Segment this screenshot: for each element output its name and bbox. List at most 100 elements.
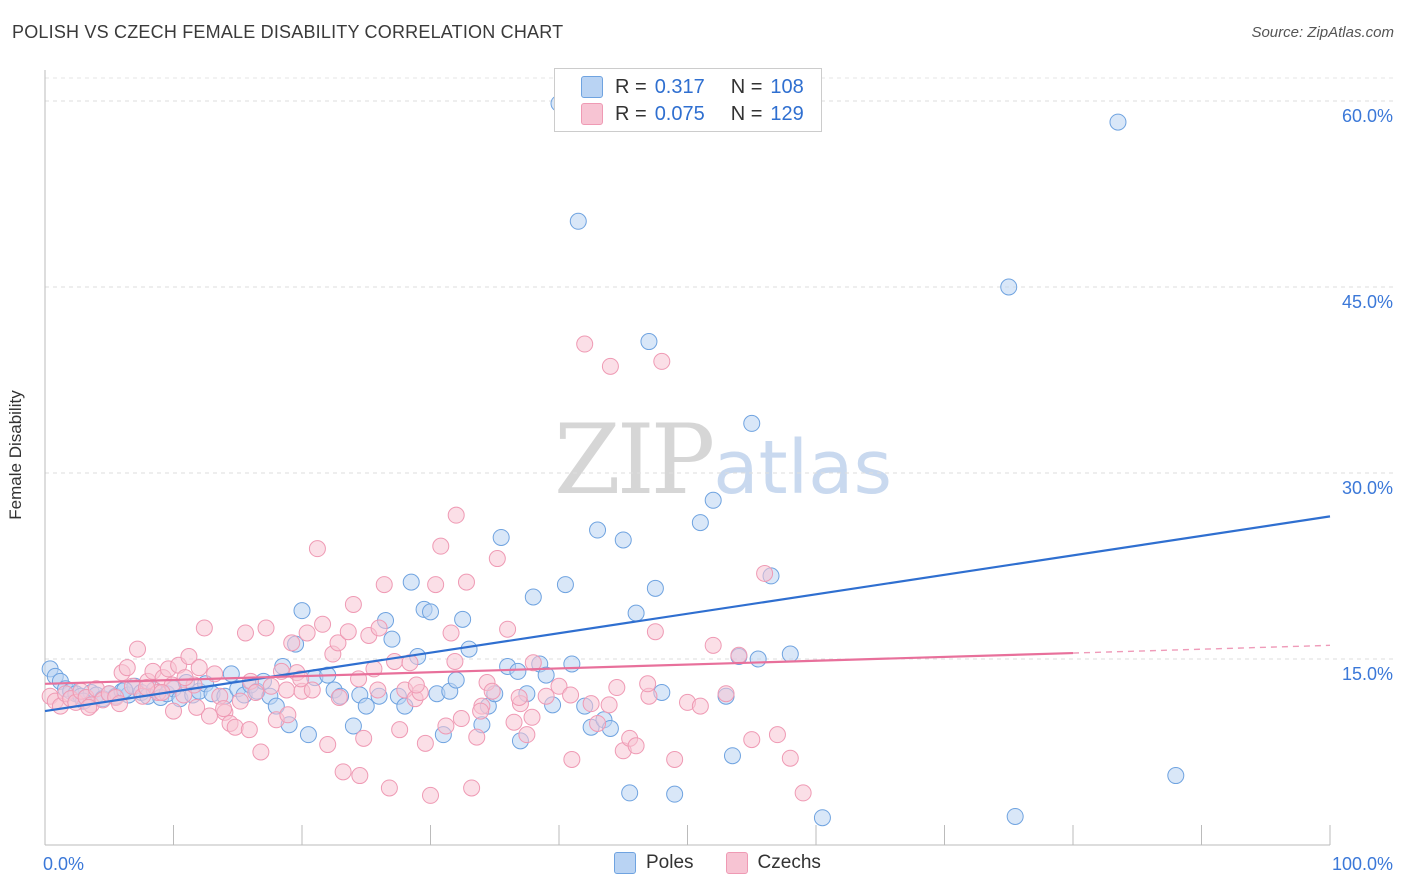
czechs-point <box>344 595 362 613</box>
czechs-point <box>437 717 455 735</box>
czechs-point <box>330 688 348 706</box>
czechs-point <box>794 784 812 802</box>
source-label: Source: ZipAtlas.com <box>1251 24 1394 41</box>
czechs-point <box>427 576 445 594</box>
poles-point <box>1109 113 1127 131</box>
czechs-point <box>165 702 182 720</box>
czechs-point <box>386 652 404 670</box>
czechs-point <box>215 700 233 718</box>
czechs-point <box>314 615 332 633</box>
czechs-point <box>639 675 657 693</box>
poles-point <box>621 784 639 802</box>
czechs-point <box>422 786 439 804</box>
czechs-point <box>666 750 684 768</box>
czechs-point <box>257 619 275 637</box>
czechs-point <box>407 676 425 694</box>
poles-point <box>691 514 709 532</box>
poles-point <box>743 414 761 432</box>
czechs-point <box>523 708 541 726</box>
czechs-point <box>730 646 748 664</box>
czechs-point <box>334 763 352 781</box>
x-tick-label: 0.0% <box>43 854 84 874</box>
czechs-point <box>188 698 206 716</box>
poles-point <box>537 666 555 684</box>
legend-n-value: 108 <box>770 75 804 98</box>
czechs-point <box>472 702 490 720</box>
czechs-point <box>446 652 464 670</box>
czechs-point <box>452 710 470 728</box>
legend-row-czechs: R = 0.075 N = 129 <box>581 101 804 127</box>
legend-r-label: R = <box>615 102 647 125</box>
czechs-point <box>247 683 265 701</box>
czechs-point <box>576 335 594 353</box>
czechs-point <box>262 677 280 695</box>
poles-point <box>383 630 401 648</box>
czechs-point <box>355 729 373 747</box>
czechs-point <box>176 669 194 687</box>
poles-point <box>1167 767 1185 785</box>
czechs-point <box>582 695 600 713</box>
poles-point <box>447 671 465 689</box>
czechs-point <box>510 688 528 706</box>
czechs-point <box>589 714 607 732</box>
czechs-trend-extension <box>1072 644 1331 654</box>
czechs-point <box>319 736 337 754</box>
czechs-point <box>278 681 296 699</box>
poles-point <box>563 655 581 673</box>
czechs-point <box>743 731 761 749</box>
legend-r-value: 0.075 <box>654 102 705 125</box>
czechs-point <box>129 640 147 658</box>
czechs-point <box>562 686 580 704</box>
czechs-point <box>447 506 465 524</box>
czechs-point <box>118 659 136 677</box>
poles-point <box>460 640 478 658</box>
czechs-point <box>80 698 98 716</box>
czechs-point <box>505 713 523 731</box>
watermark-zip: ZIP <box>554 404 715 516</box>
czechs-point <box>468 728 486 746</box>
poles-point <box>666 785 684 803</box>
czechs-point <box>717 685 735 703</box>
czechs-point <box>231 692 249 710</box>
czechs-point <box>646 623 664 641</box>
chart-title: POLISH VS CZECH FEMALE DISABILITY CORREL… <box>12 22 564 42</box>
czechs-point <box>369 681 387 699</box>
czechs-point <box>457 573 475 591</box>
poles-point <box>492 528 510 546</box>
czechs-point <box>537 687 555 705</box>
y-tick-label: 30.0% <box>1342 478 1393 498</box>
poles-point <box>556 576 574 594</box>
czechs-point <box>240 721 258 739</box>
czechs-point <box>375 576 393 594</box>
watermark-atlas: atlas <box>713 425 893 511</box>
poles-point <box>589 521 607 539</box>
poles-point <box>614 531 632 549</box>
czechs-point <box>768 726 786 744</box>
series-swatch-poles <box>614 852 636 874</box>
czechs-point <box>524 654 542 672</box>
czechs-point <box>279 706 297 724</box>
czechs-point <box>704 636 722 654</box>
czechs-point <box>391 721 409 739</box>
czechs-point <box>550 677 568 695</box>
czechs-point <box>601 357 619 375</box>
czechs-point <box>653 352 671 370</box>
poles-point <box>293 602 311 620</box>
czechs-point <box>518 726 536 744</box>
czechs-point <box>432 537 450 555</box>
poles-point <box>422 603 439 621</box>
poles-point <box>299 726 317 744</box>
poles-point <box>646 579 664 597</box>
czechs-point <box>488 550 506 568</box>
stats-legend: R = 0.317 N = 108 R = 0.075 N = 129 <box>554 68 822 132</box>
series-swatch-czechs <box>725 852 748 874</box>
poles-point <box>357 697 375 715</box>
series-label-czechs: Czechs <box>757 852 821 873</box>
y-tick-label: 15.0% <box>1342 664 1393 684</box>
series-legend-czechs[interactable]: Czechs <box>725 852 821 874</box>
legend-swatch-poles <box>581 76 603 98</box>
czechs-point <box>627 737 645 755</box>
series-legend-poles[interactable]: Poles <box>614 852 694 874</box>
czechs-point <box>691 697 709 715</box>
